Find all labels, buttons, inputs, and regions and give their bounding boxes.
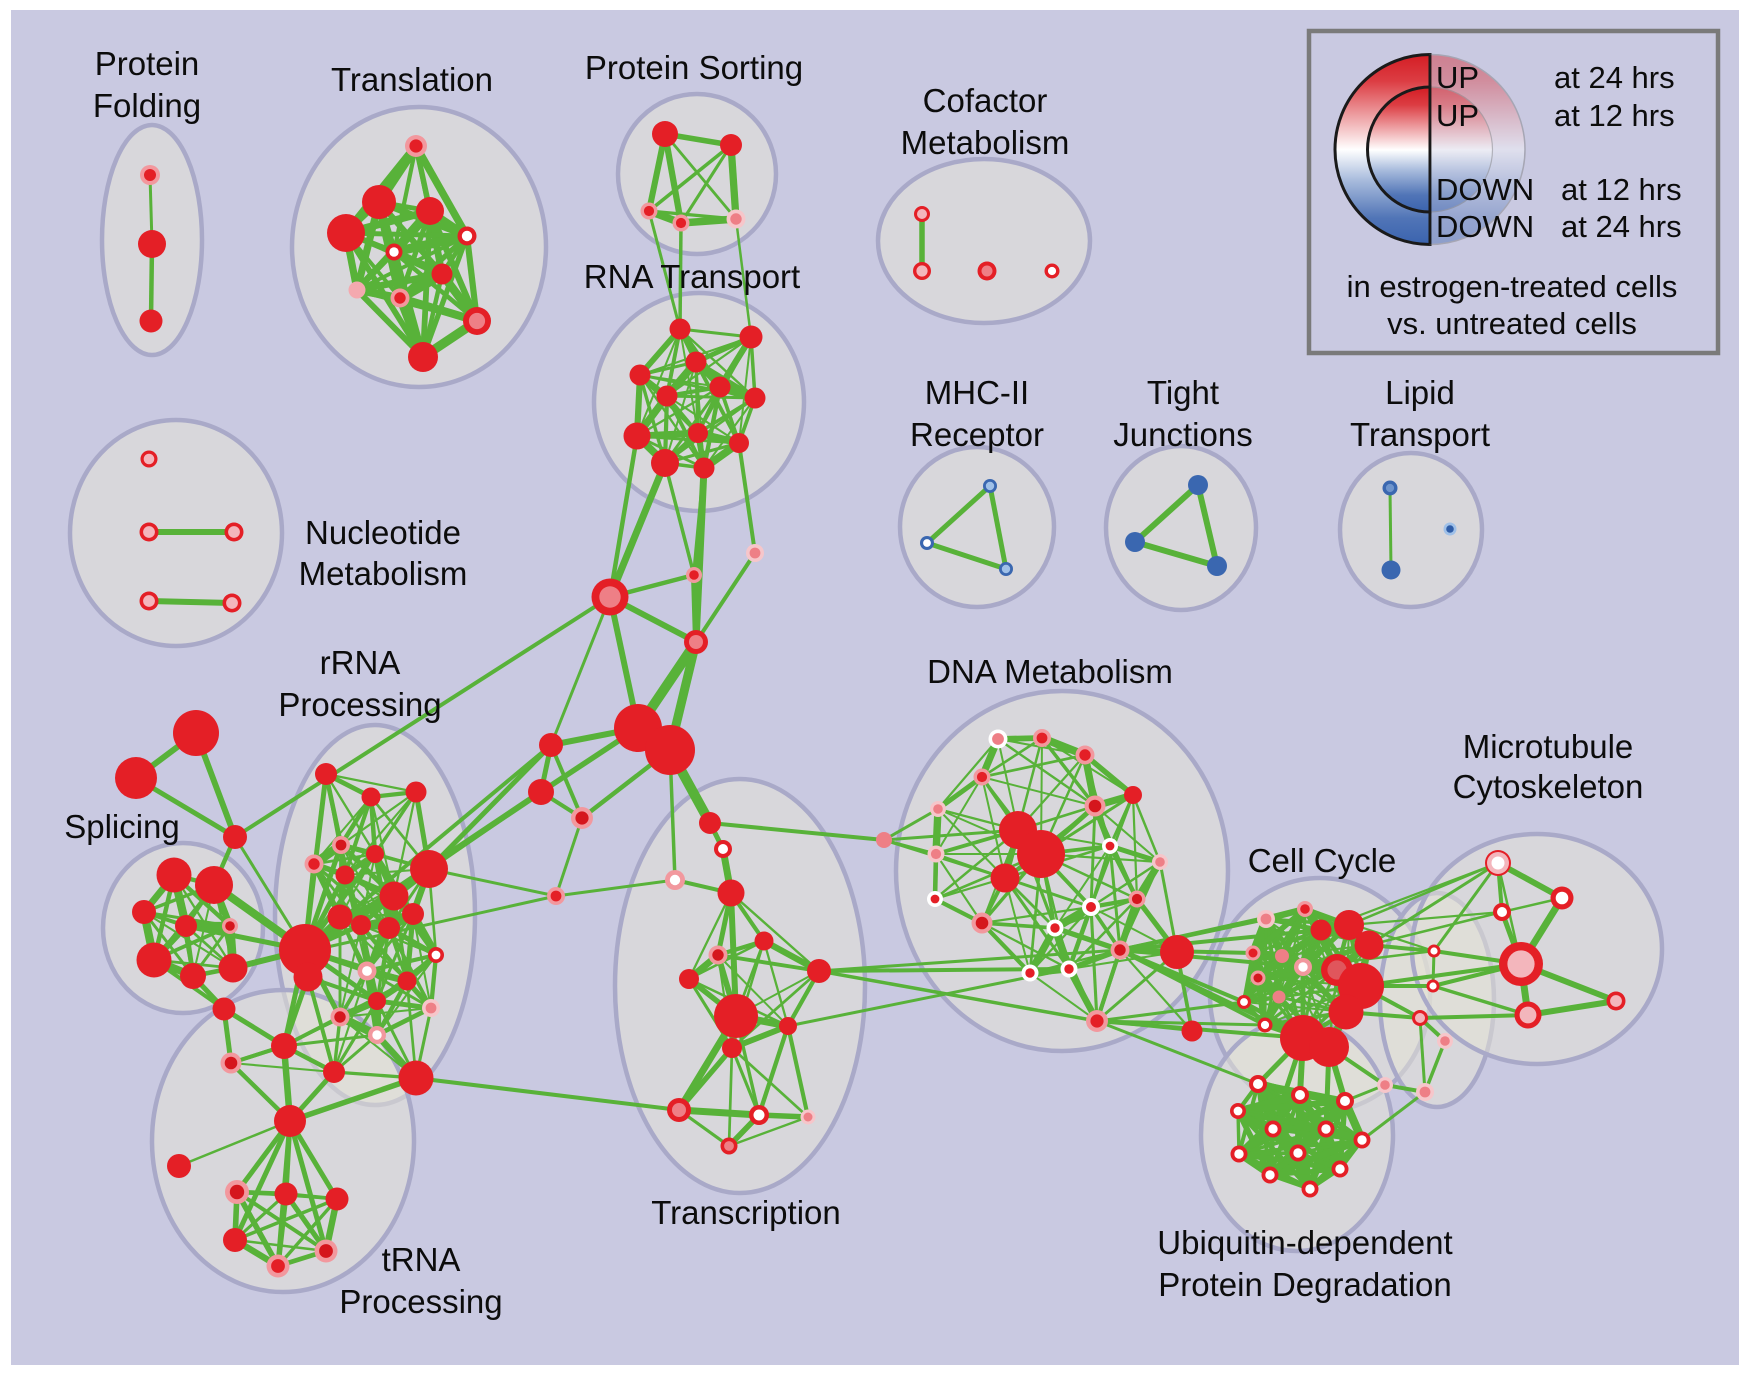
svg-text:tRNA: tRNA: [382, 1241, 461, 1278]
svg-text:Protein: Protein: [95, 45, 200, 82]
svg-text:Cofactor: Cofactor: [923, 82, 1048, 119]
svg-text:DOWN: DOWN: [1436, 172, 1534, 207]
svg-text:Splicing: Splicing: [64, 808, 180, 845]
svg-text:at 12 hrs: at 12 hrs: [1561, 172, 1682, 207]
svg-text:Translation: Translation: [331, 61, 493, 98]
svg-text:MHC-II: MHC-II: [925, 374, 1029, 411]
svg-text:Metabolism: Metabolism: [901, 124, 1070, 161]
svg-text:Transport: Transport: [1350, 416, 1490, 453]
svg-text:Transcription: Transcription: [651, 1194, 841, 1231]
svg-text:Processing: Processing: [339, 1283, 502, 1320]
svg-text:vs. untreated cells: vs. untreated cells: [1387, 306, 1637, 341]
svg-text:Lipid: Lipid: [1385, 374, 1455, 411]
svg-text:Nucleotide: Nucleotide: [305, 514, 461, 551]
svg-text:Metabolism: Metabolism: [299, 555, 468, 592]
svg-text:Microtubule: Microtubule: [1463, 728, 1634, 765]
svg-text:DOWN: DOWN: [1436, 209, 1534, 244]
svg-text:RNA Transport: RNA Transport: [584, 258, 800, 295]
svg-text:DNA Metabolism: DNA Metabolism: [927, 653, 1173, 690]
svg-text:at 24 hrs: at 24 hrs: [1561, 209, 1682, 244]
svg-text:at 12 hrs: at 12 hrs: [1554, 98, 1675, 133]
svg-text:Protein Sorting: Protein Sorting: [585, 49, 803, 86]
svg-text:Cell Cycle: Cell Cycle: [1248, 842, 1397, 879]
svg-text:Junctions: Junctions: [1113, 416, 1252, 453]
svg-text:Receptor: Receptor: [910, 416, 1044, 453]
svg-text:Protein Degradation: Protein Degradation: [1158, 1266, 1452, 1303]
svg-text:UP: UP: [1436, 98, 1479, 133]
svg-text:UP: UP: [1436, 60, 1479, 95]
svg-text:Tight: Tight: [1147, 374, 1219, 411]
svg-text:in estrogen-treated cells: in estrogen-treated cells: [1347, 269, 1678, 304]
svg-text:Cytoskeleton: Cytoskeleton: [1453, 768, 1644, 805]
svg-text:Processing: Processing: [278, 686, 441, 723]
svg-text:Folding: Folding: [93, 87, 201, 124]
svg-text:at 24 hrs: at 24 hrs: [1554, 60, 1675, 95]
svg-text:Ubiquitin-dependent: Ubiquitin-dependent: [1157, 1224, 1452, 1261]
svg-text:rRNA: rRNA: [320, 644, 401, 681]
